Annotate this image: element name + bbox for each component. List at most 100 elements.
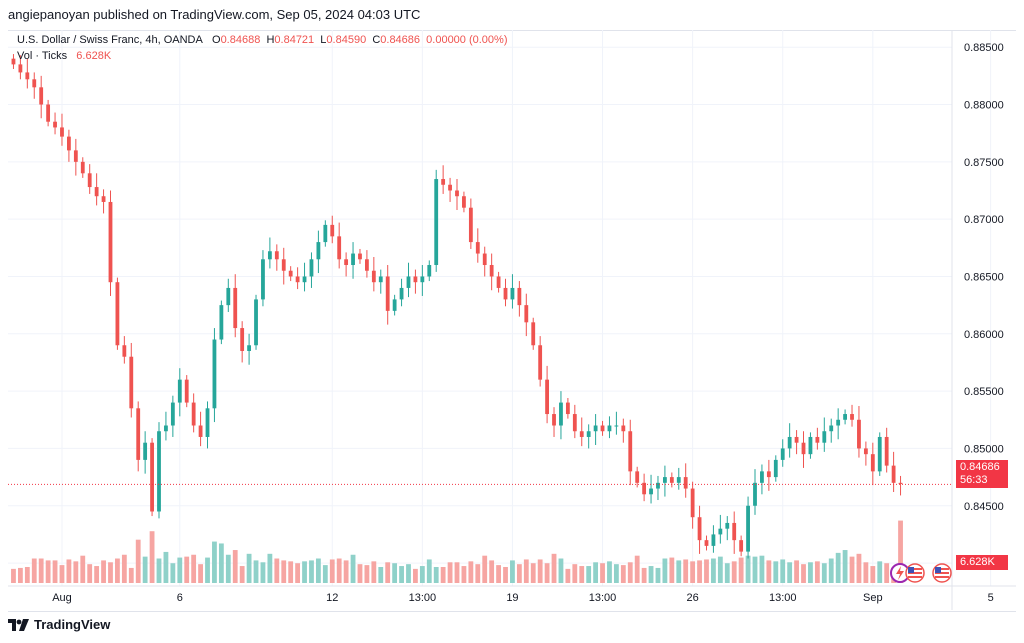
candle-body xyxy=(843,414,847,420)
candle-body xyxy=(205,408,210,437)
close-label: C xyxy=(372,34,381,46)
volume-bar xyxy=(232,550,238,583)
volume-bar xyxy=(627,562,633,583)
volume-bar xyxy=(73,561,79,583)
y-axis[interactable]: 0.88500 0.88000 0.87500 0.87000 0.86500 0.860… xyxy=(964,42,1004,570)
volume-bar xyxy=(239,566,245,583)
x-tick-label: 6 xyxy=(177,592,183,604)
volume-bar xyxy=(357,564,363,583)
volume-bar xyxy=(669,557,675,583)
volume-bar xyxy=(281,560,287,583)
y-tick-label: 0.85000 xyxy=(964,443,1004,455)
volume-bar xyxy=(842,550,848,583)
candle-body xyxy=(358,253,362,260)
candle-body xyxy=(489,265,494,277)
candle-body xyxy=(462,196,466,208)
ohlc-legend: U.S. Dollar / Swiss Franc, 4h, OANDA O0.… xyxy=(17,34,508,46)
volume-bar xyxy=(163,551,169,583)
volume-value: 6.628K xyxy=(76,50,112,62)
volume-bar xyxy=(80,555,86,583)
candle-body xyxy=(309,259,314,277)
candle-body xyxy=(614,425,619,427)
candle-body xyxy=(399,287,404,300)
volume-bar xyxy=(461,566,467,583)
volume-bar xyxy=(350,554,356,583)
x-tick-label: 13:00 xyxy=(769,592,797,604)
candle-body xyxy=(850,414,854,420)
candle-body xyxy=(822,431,827,443)
volume-bar xyxy=(419,566,425,583)
us-flag-icon[interactable] xyxy=(905,563,925,583)
volume-bar xyxy=(711,558,716,583)
x-tick-label: Aug xyxy=(52,592,72,604)
candle-body xyxy=(711,534,716,546)
candle-body xyxy=(337,236,342,260)
volume-bar xyxy=(759,555,765,583)
candle-body xyxy=(94,187,99,197)
candle-body xyxy=(607,425,612,432)
candle-body xyxy=(808,436,813,455)
volume-bar xyxy=(447,562,453,583)
candle-body xyxy=(593,425,598,432)
candle-body xyxy=(891,465,896,483)
candle-body xyxy=(829,425,834,432)
volume-bar xyxy=(821,563,827,583)
candle-body xyxy=(468,207,473,243)
open-label: O xyxy=(212,34,221,46)
x-axis[interactable]: Aug 6 12 13:00 19 13:00 26 13:00 Sep 5 xyxy=(52,592,994,604)
volume-bar xyxy=(898,520,903,583)
volume-tag-value: 6.628K xyxy=(960,556,995,568)
candle-body xyxy=(669,477,674,483)
candle-body xyxy=(365,259,369,271)
volume-bar xyxy=(45,560,51,583)
volume-bar xyxy=(225,554,231,583)
x-tick-label: 19 xyxy=(506,592,518,604)
event-flags[interactable] xyxy=(890,562,960,584)
volume-bar xyxy=(794,560,799,583)
candle-body xyxy=(240,328,245,351)
y-tick-label: 0.88000 xyxy=(964,100,1004,112)
volume-bar xyxy=(149,531,155,583)
chart-canvas[interactable]: 0.88500 0.88000 0.87500 0.87000 0.86500 0.860… xyxy=(8,30,1016,610)
candle-body xyxy=(552,414,556,426)
candle-body xyxy=(330,224,335,237)
candle-body xyxy=(863,448,868,455)
volume-bar xyxy=(156,558,162,583)
candle-body xyxy=(53,121,57,128)
volume-bar xyxy=(433,566,439,583)
volume-bar xyxy=(108,562,113,583)
us-flag-icon-2[interactable] xyxy=(932,563,952,583)
candle-body xyxy=(753,482,757,506)
candle-body xyxy=(170,402,175,426)
candle-body xyxy=(621,425,626,432)
volume-bar xyxy=(613,564,619,583)
candle-body xyxy=(503,287,508,300)
footer-brand: TradingView xyxy=(34,617,111,632)
volume-bar xyxy=(38,558,44,583)
candle-body xyxy=(635,471,640,483)
volume-bar xyxy=(191,554,197,583)
volume-bar xyxy=(863,562,869,583)
candle-body xyxy=(531,322,536,346)
volume-bar xyxy=(745,555,751,583)
footer: TradingView xyxy=(8,617,110,632)
volume-bar xyxy=(572,564,578,583)
candle-body xyxy=(261,259,265,300)
volume-bar xyxy=(503,566,508,583)
volume-bar xyxy=(856,553,862,583)
volume-bar xyxy=(870,566,876,583)
volume-bar xyxy=(593,562,599,583)
volume-bar xyxy=(530,563,536,583)
symbol-label[interactable]: U.S. Dollar / Swiss Franc, 4h, OANDA xyxy=(17,34,203,46)
candle-body xyxy=(739,540,744,552)
x-tick-label: 12 xyxy=(326,592,338,604)
candle-body xyxy=(143,442,148,460)
volume-label[interactable]: Vol · Ticks xyxy=(17,50,68,62)
volume-bar xyxy=(683,559,689,583)
y-tick-label: 0.86000 xyxy=(964,329,1004,341)
candle-body xyxy=(517,287,522,306)
volume-bar xyxy=(884,563,890,583)
candle-body xyxy=(628,431,633,472)
candle-body xyxy=(448,184,452,191)
candle-body xyxy=(524,305,529,323)
